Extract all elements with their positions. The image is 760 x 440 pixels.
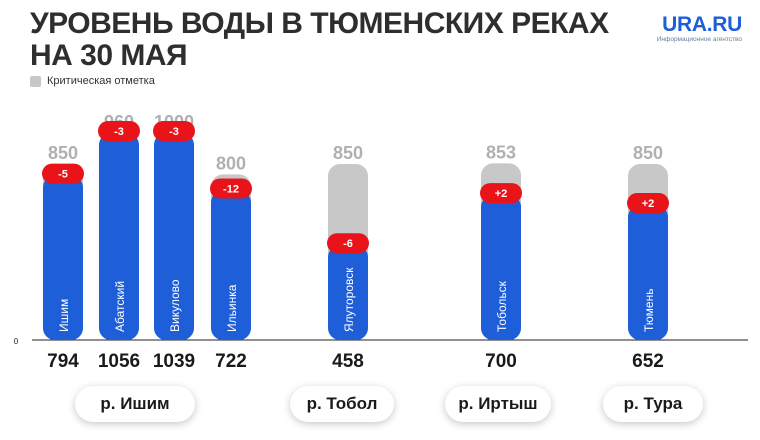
station-label-ишим: Ишим	[57, 299, 71, 332]
station-label-тобольск: Тобольск	[495, 280, 509, 332]
change-badge-ишим	[42, 163, 84, 184]
level-bar-викулово	[154, 133, 194, 340]
change-value-тюмень: +2	[642, 198, 655, 210]
change-value-абатский: -3	[114, 126, 124, 138]
logo: URA.RU Информационное агентство	[656, 13, 743, 44]
level-value-тюмень: 652	[632, 351, 664, 372]
change-value-ялуторовск: -6	[343, 238, 353, 250]
change-badge-ялуторовск	[327, 233, 369, 254]
logo-wordmark: URA.RU	[662, 13, 742, 36]
legend-swatch-critical	[30, 75, 41, 87]
change-badge-викулово	[153, 121, 195, 141]
critical-value-ишим: 850	[48, 143, 78, 163]
station-label-викулово: Викулово	[168, 279, 182, 332]
level-bar-ильинка	[211, 190, 251, 340]
station-label-тюмень: Тюмень	[642, 289, 656, 332]
station-label-ялуторовск: Ялуторовск	[342, 267, 356, 332]
change-badge-тобольск	[480, 183, 522, 204]
change-badge-ильинка	[210, 178, 252, 199]
chart-title: УРОВЕНЬ ВОДЫ В ТЮМЕНСКИХ РЕКАХ НА 30 МАЯ	[30, 8, 609, 72]
level-value-абатский: 1056	[98, 351, 140, 372]
river-pill-tura: р. Тура	[603, 386, 703, 422]
river-pill-tobol: р. Тобол	[290, 386, 394, 422]
level-value-викулово: 1039	[153, 351, 195, 372]
change-badge-абатский	[98, 121, 140, 141]
legend: Критическая отметка	[30, 75, 155, 87]
station-label-ильинка: Ильинка	[225, 284, 239, 332]
level-bar-ялуторовск	[328, 245, 368, 340]
river-pill-irtysh: р. Иртыш	[445, 386, 551, 422]
level-value-ильинка: 722	[215, 351, 247, 372]
change-value-викулово: -3	[169, 126, 179, 138]
critical-value-ялуторовск: 850	[333, 143, 363, 163]
change-badge-тюмень	[627, 193, 669, 214]
title-line-2: НА 30 МАЯ	[30, 39, 188, 72]
logo-tagline: Информационное агентство	[656, 36, 742, 43]
title-line-1: УРОВЕНЬ ВОДЫ В ТЮМЕНСКИХ РЕКАХ	[30, 7, 609, 40]
level-bar-абатский	[99, 133, 139, 340]
change-value-тобольск: +2	[495, 188, 508, 200]
level-value-ялуторовск: 458	[332, 351, 364, 372]
level-bar-тобольск	[481, 195, 521, 340]
river-pill-ishim: р. Ишим	[75, 386, 195, 422]
change-value-ишим: -5	[58, 169, 68, 181]
critical-value-тобольск: 853	[486, 142, 516, 162]
y-axis-zero-label: 0	[14, 337, 19, 346]
level-bar-тюмень	[628, 205, 668, 340]
legend-label-critical: Критическая отметка	[47, 75, 155, 87]
critical-value-тюмень: 850	[633, 143, 663, 163]
change-value-ильинка: -12	[223, 184, 239, 196]
station-label-абатский: Абатский	[113, 281, 127, 332]
level-value-тобольск: 700	[485, 351, 517, 372]
level-value-ишим: 794	[47, 351, 79, 372]
critical-value-ильинка: 800	[216, 153, 246, 173]
level-bar-ишим	[43, 175, 83, 340]
